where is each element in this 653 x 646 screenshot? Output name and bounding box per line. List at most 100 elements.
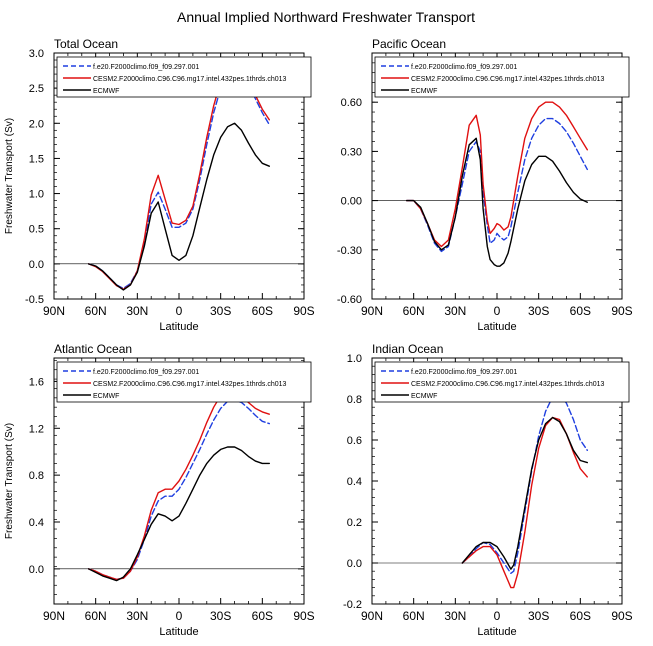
y-tick-label: 0.4 <box>29 517 44 529</box>
y-tick-label: 1.6 <box>29 376 44 388</box>
legend-box <box>56 56 312 98</box>
y-tick-label: 0.6 <box>347 435 362 447</box>
series-line-3 <box>87 122 270 291</box>
y-axis-label: Freshwater Transport (Sv) <box>4 118 15 234</box>
x-tick-label: 30S <box>210 609 231 623</box>
y-tick-label: 0.0 <box>347 558 362 570</box>
x-tick-label: 90S <box>611 304 632 318</box>
y-tick-label: -0.30 <box>337 245 362 257</box>
legend-label: f.e20.F2000climo.f09_f09.297.001 <box>411 369 517 376</box>
series-line-3 <box>406 137 588 267</box>
panel-title: Atlantic Ocean <box>54 342 132 356</box>
x-tick-label: 0 <box>494 609 501 623</box>
series-line-2 <box>406 101 588 248</box>
x-tick-label: 30S <box>528 304 549 318</box>
chart-panel-3: Atlantic Ocean 90N 60N 30N 0 30S 60S 90S 0.0 0.4 0… <box>4 342 315 638</box>
legend-label: f.e20.F2000climo.f09_f09.297.001 <box>411 64 517 71</box>
series-line-1 <box>461 394 588 574</box>
legend: f.e20.F2000climo.f09_f09.297.001 CESM2.F2… <box>56 56 312 98</box>
series-line-1 <box>87 69 270 290</box>
x-tick-label: 90N <box>361 609 383 623</box>
chart-panel-4: Indian Ocean 90N 60N 30N 0 30S 60S 90S -0.2 0.0 0.… <box>343 342 633 638</box>
series-line-1 <box>87 399 270 581</box>
legend: f.e20.F2000climo.f09_f09.297.001 CESM2.F2… <box>374 56 630 98</box>
x-axis-label: Latitude <box>477 321 516 333</box>
y-tick-label: 0.8 <box>29 470 44 482</box>
legend-label: ECMWF <box>93 88 119 95</box>
y-tick-label: 1.0 <box>29 189 44 201</box>
figure-title: Annual Implied Northward Freshwater Tran… <box>177 9 475 25</box>
y-tick-label: 0.0 <box>29 564 44 576</box>
panels: Total Ocean 90N 60N 30N 0 30S 60S 90S -0.5 0.0 0.5… <box>4 37 633 638</box>
legend-box <box>374 361 630 403</box>
legend: f.e20.F2000climo.f09_f09.297.001 CESM2.F2… <box>374 361 630 403</box>
y-tick-label: 0.00 <box>341 196 362 208</box>
x-tick-label: 0 <box>176 304 183 318</box>
series-line-3 <box>87 446 270 582</box>
x-tick-label: 90N <box>361 304 383 318</box>
y-axis-label: Freshwater Transport (Sv) <box>4 423 15 539</box>
x-tick-label: 60S <box>252 609 273 623</box>
x-tick-label: 30N <box>444 609 466 623</box>
x-tick-label: 60S <box>252 304 273 318</box>
y-tick-label: -0.5 <box>25 294 44 306</box>
x-tick-label: 30S <box>528 609 549 623</box>
x-tick-label: 90S <box>611 609 632 623</box>
legend-label: ECMWF <box>93 393 119 400</box>
y-tick-label: 2.5 <box>29 83 44 95</box>
x-axis-label: Latitude <box>159 626 198 638</box>
y-tick-label: 1.0 <box>347 353 362 365</box>
y-tick-label: 1.2 <box>29 423 44 435</box>
x-tick-label: 30N <box>444 304 466 318</box>
legend-label: CESM2.F2000climo.C96.C96.mg17.intel.432p… <box>411 381 604 388</box>
legend-label: CESM2.F2000climo.C96.C96.mg17.intel.432p… <box>93 381 286 388</box>
x-tick-label: 60N <box>403 609 425 623</box>
x-tick-label: 90N <box>43 304 65 318</box>
y-tick-label: 0.30 <box>341 146 362 158</box>
series-line-3 <box>461 416 588 570</box>
panel-title: Indian Ocean <box>372 342 443 356</box>
legend-label: CESM2.F2000climo.C96.C96.mg17.intel.432p… <box>411 76 604 83</box>
x-tick-label: 60N <box>85 609 107 623</box>
x-axis-label: Latitude <box>477 626 516 638</box>
x-tick-label: 60S <box>570 609 591 623</box>
x-tick-label: 90S <box>293 304 314 318</box>
panel-title: Pacific Ocean <box>372 37 446 51</box>
legend-label: CESM2.F2000climo.C96.C96.mg17.intel.432p… <box>93 76 286 83</box>
series-line-1 <box>406 117 588 253</box>
y-tick-label: 0.0 <box>29 259 44 271</box>
legend-label: ECMWF <box>411 393 437 400</box>
legend-label: ECMWF <box>411 88 437 95</box>
x-tick-label: 60S <box>570 304 591 318</box>
legend: f.e20.F2000climo.f09_f09.297.001 CESM2.F2… <box>56 361 312 403</box>
series-line-2 <box>87 388 270 581</box>
x-axis-label: Latitude <box>159 321 198 333</box>
x-tick-label: 90S <box>293 609 314 623</box>
x-tick-label: 30N <box>126 304 148 318</box>
y-tick-label: 0.5 <box>29 224 44 236</box>
y-tick-label: -0.2 <box>343 599 362 611</box>
x-tick-label: 30S <box>210 304 231 318</box>
x-tick-label: 60N <box>85 304 107 318</box>
x-tick-label: 0 <box>176 609 183 623</box>
y-tick-label: 1.5 <box>29 153 44 165</box>
legend-box <box>56 361 312 403</box>
legend-label: f.e20.F2000climo.f09_f09.297.001 <box>93 64 199 71</box>
x-tick-label: 0 <box>494 304 501 318</box>
y-tick-label: -0.60 <box>337 294 362 306</box>
series-line-2 <box>87 64 270 290</box>
legend-label: f.e20.F2000climo.f09_f09.297.001 <box>93 369 199 376</box>
x-tick-label: 30N <box>126 609 148 623</box>
x-tick-label: 90N <box>43 609 65 623</box>
y-tick-label: 0.4 <box>347 476 362 488</box>
y-tick-label: 0.2 <box>347 517 362 529</box>
x-tick-label: 60N <box>403 304 425 318</box>
legend-box <box>374 56 630 98</box>
chart-panel-2: Pacific Ocean 90N 60N 30N 0 30S 60S 90S -0.60 -0.… <box>337 37 633 333</box>
y-tick-label: 0.8 <box>347 394 362 406</box>
series-line-2 <box>461 416 588 589</box>
chart-panel-1: Total Ocean 90N 60N 30N 0 30S 60S 90S -0.5 0.0 0.5… <box>4 37 315 333</box>
panel-title: Total Ocean <box>54 37 118 51</box>
y-tick-label: 0.60 <box>341 97 362 109</box>
